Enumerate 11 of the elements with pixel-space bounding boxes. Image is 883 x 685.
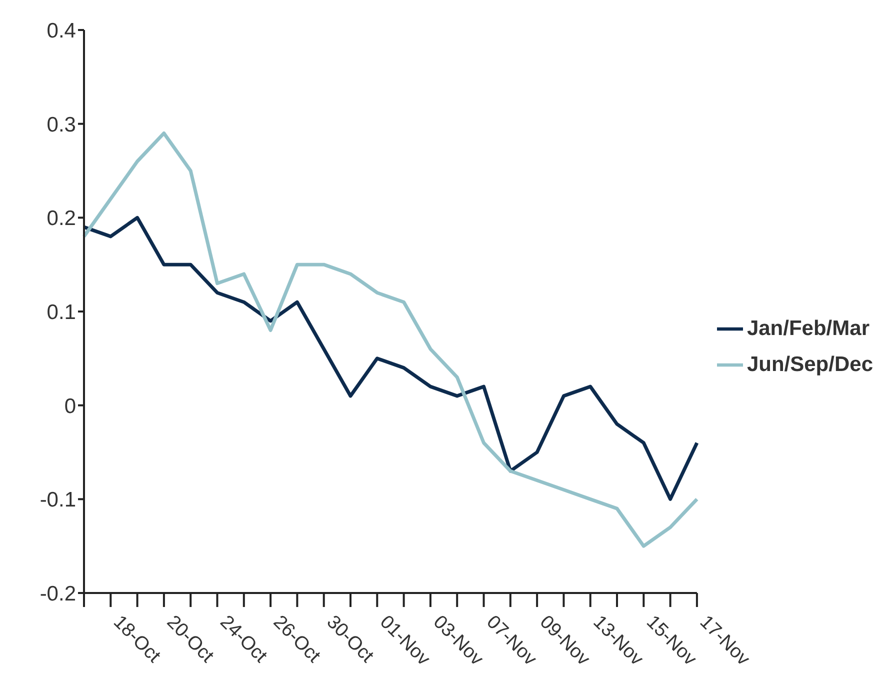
line-series (82, 216, 699, 501)
line-series (82, 131, 699, 548)
legend-label: Jan/Feb/Mar (746, 316, 870, 340)
y-tick-label: 0.1 (46, 300, 76, 324)
y-tick-label: 0.3 (46, 113, 76, 136)
y-tick-label: -0.1 (40, 488, 76, 512)
y-tick-label: -0.2 (40, 582, 76, 606)
y-tick-label: 0.2 (46, 207, 76, 230)
y-tick-label: 0.4 (46, 19, 76, 42)
legend-label: Jun/Sep/Dec (746, 352, 873, 376)
y-tick-label: 0 (64, 394, 76, 418)
